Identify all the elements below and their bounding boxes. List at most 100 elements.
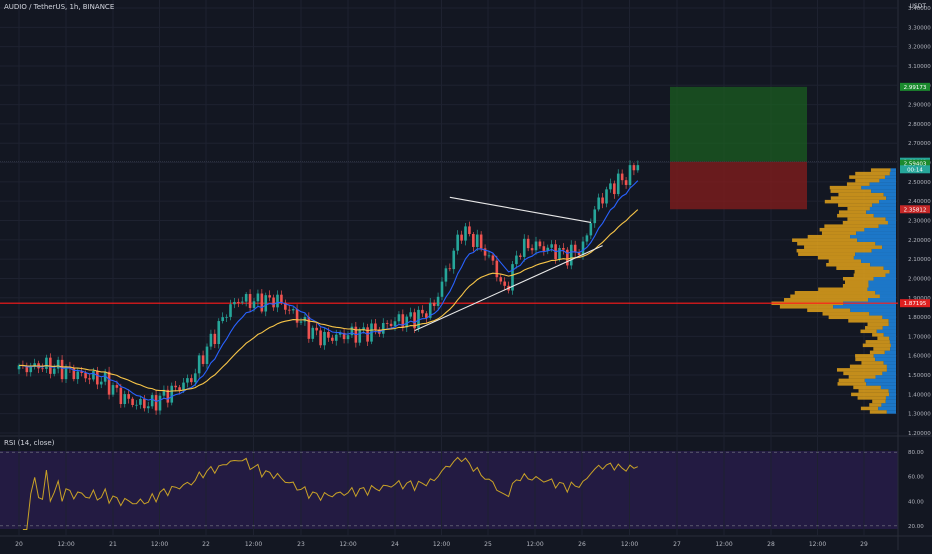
ema-fast-line (18, 180, 639, 402)
volume-profile-bar (860, 406, 879, 411)
volume-profile-bar (889, 269, 896, 274)
candle-body (268, 295, 271, 298)
volume-profile-bar (873, 276, 896, 281)
candle-body (64, 366, 68, 380)
volume-profile-bar (833, 305, 896, 309)
volume-profile-bar (889, 392, 896, 397)
price-label-text: 2.99173 (904, 85, 927, 91)
y-tick-label: 1.20000 (908, 431, 931, 437)
volume-profile-bar (794, 291, 876, 295)
candle-body (127, 394, 130, 399)
volume-profile-bar (886, 368, 896, 372)
volume-profile-bar (838, 210, 867, 214)
candle-body (452, 250, 456, 270)
candle-body (150, 395, 154, 407)
volume-profile-bar (860, 329, 877, 334)
candle-body (421, 309, 424, 314)
volume-profile-bar (873, 347, 891, 351)
volume-profile-bar (830, 189, 872, 193)
rsi-line (22, 456, 638, 530)
x-tick-label: 23 (297, 541, 305, 548)
volume-profile-bar (885, 273, 896, 277)
candle-body (154, 395, 158, 411)
price-label-box (900, 159, 930, 168)
candle-body (538, 241, 542, 247)
candle-body (291, 309, 295, 311)
volume-profile-bar (883, 266, 896, 270)
volume-profile-bar (846, 182, 870, 186)
volume-profile-bar (842, 276, 874, 281)
candle-body (244, 294, 248, 302)
candle-body (248, 294, 252, 308)
candle-body (107, 371, 111, 395)
volume-profile-bar (853, 385, 881, 390)
volume-profile-bar (824, 199, 880, 204)
candle-body (280, 294, 283, 303)
volume-profile-bar (881, 403, 896, 407)
candle-body (566, 249, 569, 266)
volume-profile-bar (857, 396, 886, 400)
candle-body (413, 312, 416, 329)
candle-body (197, 355, 201, 374)
volume-profile-bar (876, 329, 896, 334)
candle-body (84, 372, 87, 379)
candle-body (409, 312, 412, 317)
candle-body (605, 189, 608, 204)
candle-body (425, 313, 428, 318)
candle-body (491, 255, 495, 261)
candle-body (307, 316, 311, 339)
candle-body (72, 368, 76, 380)
candle-body (616, 173, 620, 195)
volume-profile-bar (865, 326, 883, 330)
volume-profile-bar (888, 322, 896, 327)
candle-body (464, 226, 467, 241)
candle-body (374, 323, 377, 330)
volume-profile-bar (837, 213, 874, 218)
candle-body (475, 234, 479, 247)
volume-profile-bar (875, 357, 896, 362)
candle-body (323, 331, 326, 346)
volume-profile-bar (868, 280, 896, 285)
volume-profile-bar (851, 392, 890, 397)
candle-body (515, 255, 518, 265)
x-tick-label: 25 (484, 541, 492, 548)
volume-profile-bar (858, 389, 889, 393)
volume-profile-bar (856, 231, 896, 235)
volume-profile-bar (836, 368, 887, 372)
candle-body (472, 234, 475, 247)
rsi-tick-label: 40.00 (908, 499, 924, 505)
candle-body (96, 371, 99, 385)
ema-slow-line (19, 209, 639, 393)
candle-body (436, 296, 440, 306)
candle-body (624, 180, 628, 185)
volume-profile-bar (855, 252, 896, 256)
x-tick-label: 12:00 (57, 541, 74, 548)
volume-profile-bar (869, 350, 885, 355)
y-tick-label: 1.30000 (908, 412, 931, 418)
volume-profile-bar (797, 241, 876, 246)
candle-body (597, 197, 600, 210)
volume-profile-bar (855, 357, 876, 362)
x-tick-label: 12:00 (151, 541, 168, 548)
y-tick-label: 1.70000 (908, 334, 931, 340)
candle-body (139, 398, 142, 405)
volume-profile-bar (854, 269, 890, 274)
volume-profile-bar (890, 343, 896, 348)
price-label-text: 1.87195 (904, 301, 927, 307)
volume-profile-bar (868, 298, 896, 302)
candle-body (272, 297, 275, 308)
candle-body (499, 277, 503, 282)
candle-body (29, 366, 33, 373)
volume-profile-bar (890, 168, 896, 172)
volume-profile-bar (861, 259, 896, 263)
y-tick-label: 2.90000 (908, 103, 931, 109)
volume-profile-bar (837, 382, 867, 386)
candle-body (613, 183, 616, 195)
candle-body (381, 323, 385, 334)
candle-body (311, 327, 315, 339)
volume-profile-bar (861, 185, 896, 190)
x-tick-label: 22 (202, 541, 210, 548)
candle-body (511, 264, 514, 291)
